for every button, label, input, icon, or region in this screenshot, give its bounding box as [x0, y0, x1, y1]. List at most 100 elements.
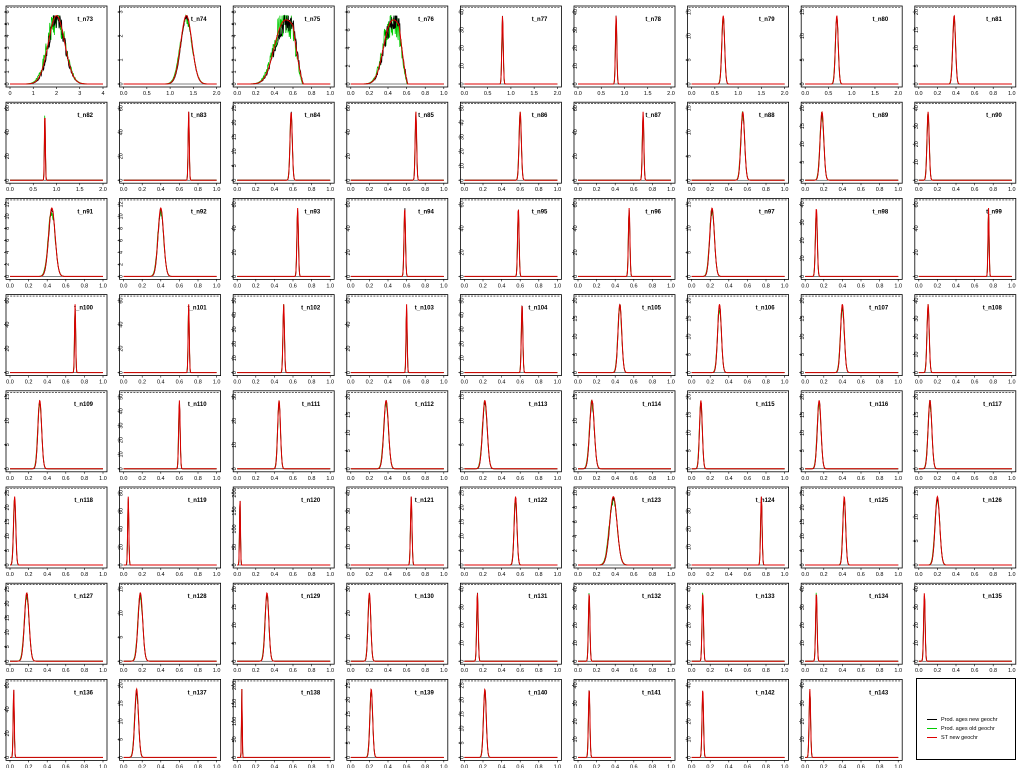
series-red-line — [123, 400, 217, 470]
y-tick-label: 5 — [687, 251, 693, 254]
series-black-line — [805, 304, 899, 373]
series-red-line — [691, 304, 785, 374]
x-tick-label: 0.6 — [857, 283, 865, 289]
y-tick-label: 40 — [232, 312, 238, 318]
series-red-line — [578, 594, 671, 662]
series-red-line — [464, 688, 558, 758]
series-red-line — [123, 496, 217, 566]
y-tick-label: 10 — [687, 544, 693, 550]
x-tick-label: 0.4 — [384, 283, 392, 289]
series-red-line — [805, 304, 899, 374]
y-tick-label: 40 — [459, 586, 465, 592]
x-tick-label: 0.0 — [120, 380, 128, 386]
panel-frame — [800, 390, 903, 473]
x-tick-label: 0.8 — [421, 187, 429, 193]
panel-title: t_n121 — [415, 498, 435, 504]
series-green-line — [464, 211, 558, 277]
x-tick-label: 0.6 — [857, 476, 865, 482]
y-tick-label: 20 — [232, 586, 238, 592]
x-tick-label: 0.2 — [479, 764, 487, 768]
x-tick-label: 0.4 — [611, 380, 619, 386]
x-tick-label: 0.4 — [157, 668, 165, 674]
panel-t-n127: 0.0 0.2 0.4 0.6 0.8 1.0 0 5 10 15 20 25 t_n127 — [4, 582, 108, 674]
x-tick-label: 1.0 — [326, 764, 334, 768]
y-tick-label: 15 — [687, 105, 693, 111]
series-black-line — [578, 594, 671, 662]
x-tick-label: 0.4 — [43, 572, 51, 578]
x-tick-label: 4 — [101, 91, 104, 97]
y-tick-label: 15 — [119, 586, 125, 592]
x-tick-label: 0.8 — [308, 283, 316, 289]
series-green-line — [10, 694, 103, 758]
series-black-line — [918, 15, 1012, 85]
x-tick-label: 0.4 — [157, 572, 165, 578]
x-tick-label: 0.4 — [725, 572, 733, 578]
panel-title: t_n78 — [645, 17, 661, 23]
series-red-line — [464, 593, 558, 662]
series-black-line — [350, 307, 444, 373]
panel-frame — [687, 390, 789, 473]
y-tick-label: 2 — [573, 549, 579, 552]
panel-frame — [573, 390, 676, 473]
x-tick-label: 1.0 — [1008, 572, 1016, 578]
y-tick-label: 6 — [346, 28, 352, 31]
x-tick-label: 0.0 — [574, 91, 582, 97]
x-tick-label: 0.2 — [366, 283, 374, 289]
x-tick-label: 0.6 — [516, 380, 524, 386]
x-tick-label: 0.6 — [744, 764, 752, 768]
y-tick-label: 0 — [800, 371, 806, 374]
series-green-line — [805, 214, 899, 277]
panel-t-n111: 0.0 0.2 0.4 0.6 0.8 1.0 0 10 20 30 t_n111 — [231, 390, 335, 482]
y-tick-label: 20 — [573, 249, 579, 255]
series-red-line — [123, 15, 217, 85]
series-green-line — [578, 209, 671, 277]
x-tick-label: 0.2 — [138, 476, 146, 482]
y-tick-label: 20 — [800, 504, 806, 510]
panel-t-n90: 0.0 0.2 0.4 0.6 0.8 1.0 0 10 20 30 40 t_n90 — [912, 101, 1017, 193]
x-tick-label: 0.8 — [762, 668, 770, 674]
y-tick-label: 20 — [459, 341, 465, 347]
series-black-line — [123, 111, 217, 181]
x-tick-label: 0.6 — [857, 380, 865, 386]
y-tick-label: 0 — [5, 660, 11, 663]
x-tick-label: 1.0 — [734, 91, 742, 97]
y-tick-label: 0 — [459, 179, 465, 182]
series-red-line — [350, 399, 444, 470]
series-black-line — [10, 307, 103, 373]
y-tick-label: 10 — [687, 736, 693, 742]
x-tick-label: 0.8 — [989, 380, 997, 386]
y-tick-label: 2 — [119, 263, 125, 266]
x-tick-label: 0.8 — [421, 283, 429, 289]
series-green-line — [918, 113, 1012, 181]
panel-title: t_n92 — [191, 209, 207, 215]
y-tick-label: 0 — [914, 275, 920, 278]
y-tick-label: 15 — [800, 316, 806, 322]
panel-title: t_n86 — [532, 113, 548, 119]
y-tick-label: 0 — [573, 756, 579, 759]
x-tick-label: 0.4 — [498, 764, 506, 768]
series-green-line — [350, 211, 444, 277]
y-tick-label: 20 — [573, 622, 579, 628]
x-tick-label: 1.0 — [848, 91, 856, 97]
x-tick-label: 0.0 — [120, 668, 128, 674]
x-tick-label: 0.8 — [876, 476, 884, 482]
panel-frame — [573, 486, 676, 569]
series-black-line — [350, 594, 444, 662]
panel-frame — [346, 101, 449, 184]
x-tick-label: 0.8 — [649, 380, 657, 386]
series-red-line — [918, 495, 1012, 566]
x-tick-label: 0.2 — [820, 668, 828, 674]
y-tick-label: 4 — [573, 535, 579, 538]
series-green-line — [237, 114, 331, 181]
series-red-line — [350, 592, 444, 662]
y-tick-label: 15 — [459, 519, 465, 525]
x-tick-label: 1.5 — [644, 91, 652, 97]
x-tick-label: 0.2 — [934, 91, 942, 97]
y-tick-label: 20 — [914, 334, 920, 340]
y-tick-label: 20 — [687, 718, 693, 724]
panel-frame — [232, 5, 335, 88]
panel-frame — [914, 486, 1017, 569]
y-tick-label: 20 — [800, 718, 806, 724]
x-tick-label: 0.0 — [915, 476, 923, 482]
